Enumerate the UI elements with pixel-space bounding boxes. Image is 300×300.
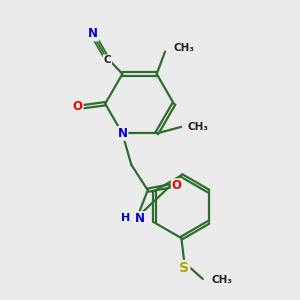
Text: N: N: [117, 127, 128, 140]
Text: O: O: [172, 179, 182, 192]
Text: CH₃: CH₃: [173, 43, 194, 53]
Text: C: C: [103, 55, 111, 65]
Text: CH₃: CH₃: [188, 122, 209, 132]
Text: H: H: [121, 213, 130, 223]
Text: N: N: [88, 28, 98, 40]
Text: CH₃: CH₃: [211, 275, 232, 286]
Text: N: N: [135, 212, 145, 225]
Text: S: S: [179, 261, 189, 275]
Text: O: O: [73, 100, 83, 113]
